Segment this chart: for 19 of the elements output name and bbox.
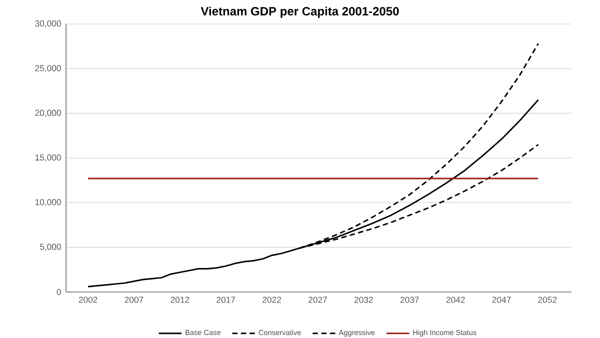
x-tick-label: 2022 [262,296,281,303]
x-tick-label: 2027 [308,296,327,303]
x-tick-label: 2037 [400,296,419,303]
x-tick-label: 2032 [354,296,373,303]
y-tick-label: 15,000 [35,154,61,162]
y-tick-label: 0 [56,288,61,296]
x-tick-label: 2012 [170,296,190,303]
y-tick-label: 25,000 [35,65,61,72]
x-tick-label: 2047 [492,296,511,303]
y-tick-label: 10,000 [35,199,61,206]
y-tick-label: 5,000 [40,244,61,251]
y-tick-label: 30,000 [35,20,61,28]
chart-title: Vietnam GDP per Capita 2001-2050 [200,6,399,18]
x-tick-label: 2042 [446,296,465,303]
y-tick-label: 20,000 [35,110,61,117]
x-tick-label: 2007 [124,296,144,303]
x-tick-label: 2017 [216,296,236,303]
x-tick-label: 2052 [538,296,557,303]
x-tick-label: 2002 [78,296,98,303]
